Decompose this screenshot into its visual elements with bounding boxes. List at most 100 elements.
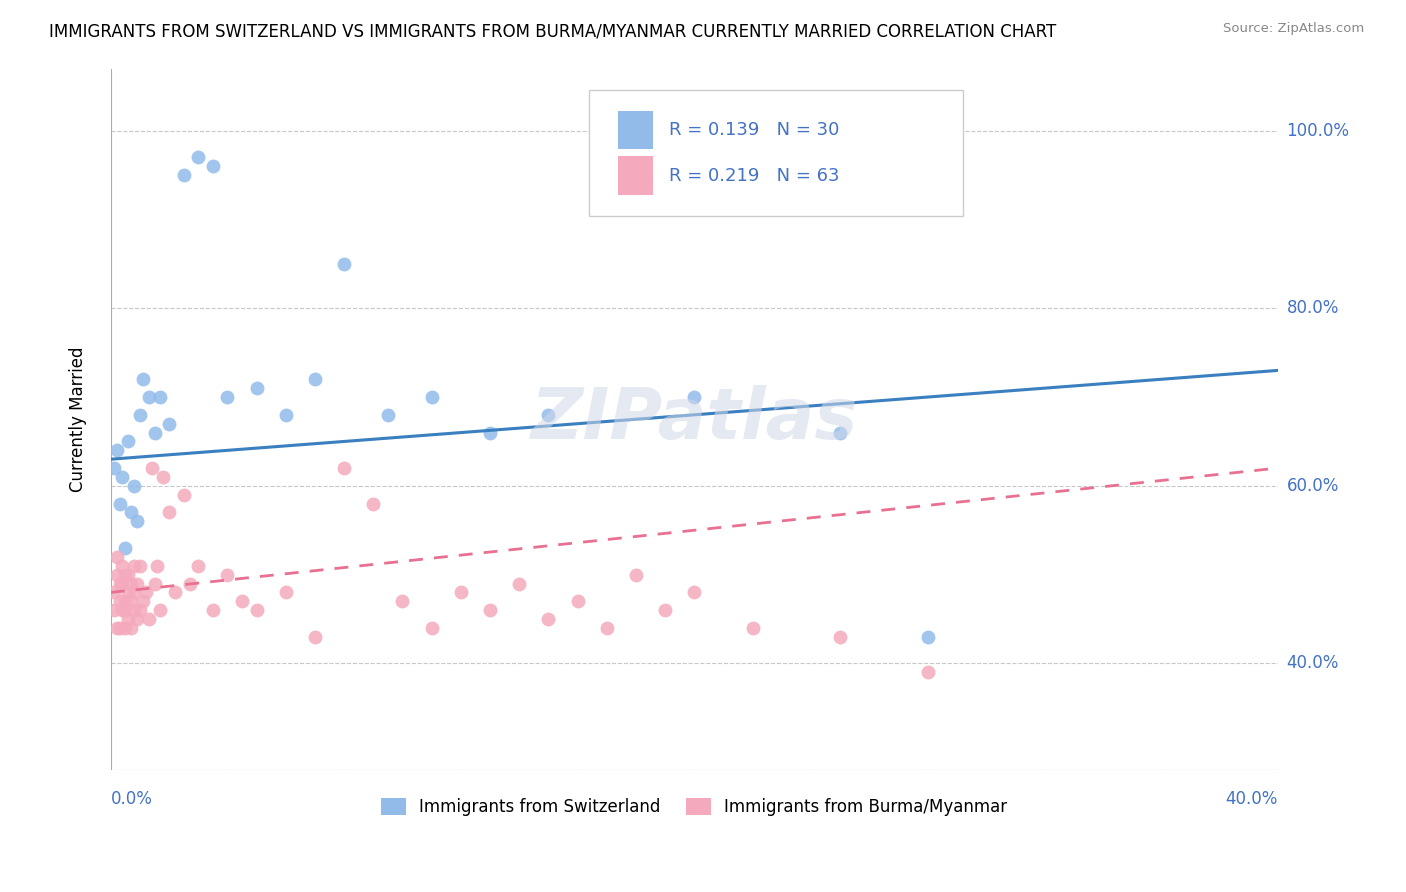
Point — [108, 621, 131, 635]
Point — [103, 461, 125, 475]
Point — [122, 558, 145, 573]
Point — [111, 558, 134, 573]
Point — [420, 390, 443, 404]
Text: 80.0%: 80.0% — [1286, 299, 1339, 318]
Text: 60.0%: 60.0% — [1286, 477, 1339, 495]
FancyBboxPatch shape — [589, 89, 963, 216]
Point — [187, 558, 209, 573]
Point — [105, 567, 128, 582]
Point — [420, 621, 443, 635]
Text: ZIPatlas: ZIPatlas — [530, 384, 858, 454]
Point — [246, 603, 269, 617]
Point — [683, 585, 706, 599]
Point — [143, 576, 166, 591]
Point — [274, 408, 297, 422]
Point — [304, 372, 326, 386]
Point — [129, 408, 152, 422]
Point — [120, 594, 142, 608]
Point — [111, 603, 134, 617]
Point — [108, 576, 131, 591]
Legend: Immigrants from Switzerland, Immigrants from Burma/Myanmar: Immigrants from Switzerland, Immigrants … — [373, 790, 1015, 825]
Point — [122, 479, 145, 493]
Point — [120, 506, 142, 520]
Point — [157, 506, 180, 520]
Point — [479, 603, 502, 617]
Point — [173, 488, 195, 502]
Point — [105, 621, 128, 635]
Point — [217, 567, 239, 582]
Point — [595, 621, 617, 635]
Text: R = 0.139   N = 30: R = 0.139 N = 30 — [668, 121, 839, 139]
Point — [187, 150, 209, 164]
Point — [363, 497, 385, 511]
Point — [149, 390, 172, 404]
Point — [163, 585, 186, 599]
Point — [120, 621, 142, 635]
Text: 0.0%: 0.0% — [111, 789, 153, 807]
Point — [111, 576, 134, 591]
Point — [201, 159, 224, 173]
Point — [391, 594, 413, 608]
Point — [157, 417, 180, 431]
Point — [111, 470, 134, 484]
Point — [117, 585, 139, 599]
Point — [117, 612, 139, 626]
Text: IMMIGRANTS FROM SWITZERLAND VS IMMIGRANTS FROM BURMA/MYANMAR CURRENTLY MARRIED C: IMMIGRANTS FROM SWITZERLAND VS IMMIGRANT… — [49, 22, 1056, 40]
Point — [138, 612, 160, 626]
Point — [508, 576, 530, 591]
Point — [828, 425, 851, 440]
Point — [129, 558, 152, 573]
Text: Source: ZipAtlas.com: Source: ZipAtlas.com — [1223, 22, 1364, 36]
Point — [125, 612, 148, 626]
Point — [120, 576, 142, 591]
Point — [114, 567, 136, 582]
Point — [624, 567, 647, 582]
Text: 40.0%: 40.0% — [1225, 789, 1278, 807]
Point — [103, 603, 125, 617]
Point — [117, 567, 139, 582]
Point — [173, 168, 195, 182]
Point — [828, 630, 851, 644]
Point — [114, 603, 136, 617]
Point — [122, 603, 145, 617]
Point — [108, 497, 131, 511]
Point — [129, 603, 152, 617]
Point — [108, 594, 131, 608]
Point — [105, 443, 128, 458]
Point — [105, 549, 128, 564]
Point — [274, 585, 297, 599]
Point — [143, 425, 166, 440]
Point — [917, 665, 939, 680]
Point — [135, 585, 157, 599]
Point — [152, 470, 174, 484]
Text: R = 0.219   N = 63: R = 0.219 N = 63 — [668, 167, 839, 185]
Point — [125, 576, 148, 591]
Point — [683, 390, 706, 404]
Point — [567, 594, 589, 608]
Point — [117, 434, 139, 449]
Point — [132, 372, 155, 386]
Point — [741, 621, 763, 635]
Point — [304, 630, 326, 644]
Point — [231, 594, 253, 608]
Text: Currently Married: Currently Married — [69, 346, 87, 492]
Point — [103, 585, 125, 599]
Point — [377, 408, 399, 422]
Point — [333, 461, 356, 475]
Point — [450, 585, 472, 599]
Point — [917, 630, 939, 644]
Point — [146, 558, 169, 573]
Point — [537, 612, 560, 626]
Point — [114, 594, 136, 608]
Point — [125, 514, 148, 528]
Text: 40.0%: 40.0% — [1286, 655, 1339, 673]
Point — [114, 621, 136, 635]
Point — [654, 603, 676, 617]
Point — [201, 603, 224, 617]
Point — [114, 541, 136, 555]
Point — [141, 461, 163, 475]
Point — [537, 408, 560, 422]
Point — [138, 390, 160, 404]
Point — [333, 257, 356, 271]
Point — [217, 390, 239, 404]
